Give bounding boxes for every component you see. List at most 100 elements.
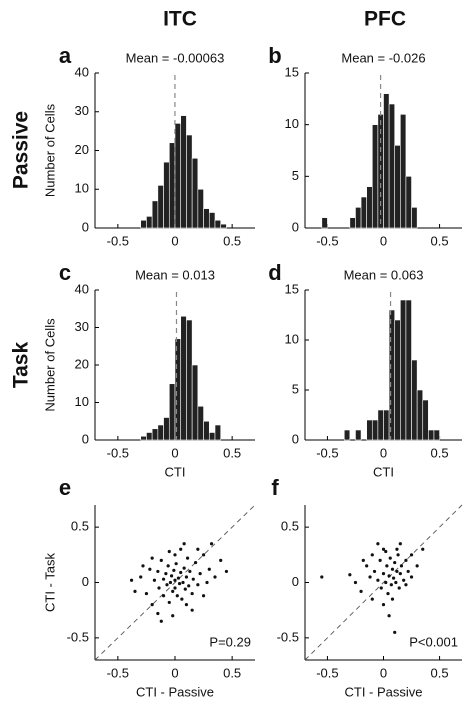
bar [146, 432, 153, 441]
point [156, 569, 160, 574]
point [213, 575, 217, 579]
point [148, 567, 152, 571]
point [398, 572, 402, 576]
point [397, 586, 401, 590]
bar [428, 429, 435, 441]
point [177, 582, 182, 586]
annotation: P=0.29 [209, 634, 251, 649]
bar [355, 429, 362, 441]
point [190, 591, 194, 596]
y-tick-label: 40 [75, 64, 89, 79]
point [171, 589, 175, 593]
point [390, 597, 395, 601]
x-tick-label: -0.5 [107, 665, 129, 680]
bar [191, 364, 199, 441]
point [205, 580, 209, 585]
bar [400, 114, 407, 229]
bar [411, 207, 418, 229]
point [196, 583, 200, 587]
y-tick-label: 0 [292, 574, 299, 589]
point [404, 583, 408, 587]
bar [186, 134, 193, 229]
bar [203, 208, 210, 229]
point [421, 547, 425, 551]
point [201, 594, 206, 598]
y-tick-label: 10 [75, 181, 89, 196]
point [394, 580, 398, 585]
panel-title: Mean = -0.026 [341, 50, 425, 65]
point [402, 578, 406, 582]
x-tick-label: 0 [171, 665, 178, 680]
y-tick-label: -0.5 [67, 629, 89, 644]
bar [366, 186, 373, 229]
unity-line [304, 504, 463, 661]
bar [405, 299, 412, 441]
bar [163, 161, 170, 229]
point [390, 567, 395, 571]
x-tick-label: 0 [171, 445, 178, 460]
bar [433, 429, 440, 441]
x-tick-label: -0.5 [107, 445, 129, 460]
x-tick-label: 0.5 [431, 233, 449, 248]
y-tick-label: 20 [75, 142, 89, 157]
point [184, 575, 189, 579]
point [395, 569, 399, 574]
point [190, 608, 194, 612]
bar [360, 196, 367, 229]
point [415, 564, 419, 568]
point [176, 576, 181, 580]
x-tick-label: 0.5 [431, 665, 449, 680]
point [193, 560, 198, 565]
bar [140, 435, 147, 441]
x-tick-label: 0.5 [223, 445, 241, 460]
y-tick-label: 0 [292, 431, 299, 446]
point [173, 586, 177, 590]
y-tick-label: 0 [292, 219, 299, 234]
point [389, 583, 393, 587]
bar [197, 188, 204, 229]
point [174, 562, 178, 566]
bar [168, 142, 176, 229]
x-tick-label: 0 [380, 665, 387, 680]
point [181, 580, 185, 585]
point [384, 580, 388, 585]
bar [174, 123, 182, 229]
point [386, 591, 390, 596]
y-tick-label: 15 [285, 64, 299, 79]
point [219, 558, 223, 562]
panel-label: b [268, 43, 281, 68]
point [395, 547, 399, 551]
bar [321, 217, 328, 229]
point [399, 564, 404, 568]
y-tick-label: 0 [82, 431, 89, 446]
bar [220, 223, 227, 229]
point [167, 600, 171, 605]
row-title: Passive [10, 111, 33, 189]
y-tick-label: 0.5 [71, 519, 89, 534]
y-axis-label: CTI - Task [42, 553, 57, 612]
point [129, 578, 134, 582]
bar [157, 185, 164, 229]
bar [203, 420, 210, 441]
column-title: PFC [364, 8, 406, 31]
point [359, 589, 363, 593]
row-title: Task [10, 342, 33, 389]
x-tick-label: -0.5 [316, 445, 338, 460]
point [188, 569, 192, 574]
bar [388, 103, 396, 229]
point [191, 577, 195, 581]
point [381, 547, 386, 551]
point [185, 556, 190, 560]
point [372, 569, 377, 574]
point [157, 586, 161, 590]
x-tick-label: 0.5 [223, 665, 241, 680]
point [196, 547, 200, 551]
point [376, 542, 380, 546]
point [379, 586, 383, 590]
column-title: ITC [163, 8, 197, 31]
point [133, 589, 137, 593]
point [179, 547, 183, 551]
panel-label: f [271, 475, 279, 500]
point [139, 575, 143, 579]
